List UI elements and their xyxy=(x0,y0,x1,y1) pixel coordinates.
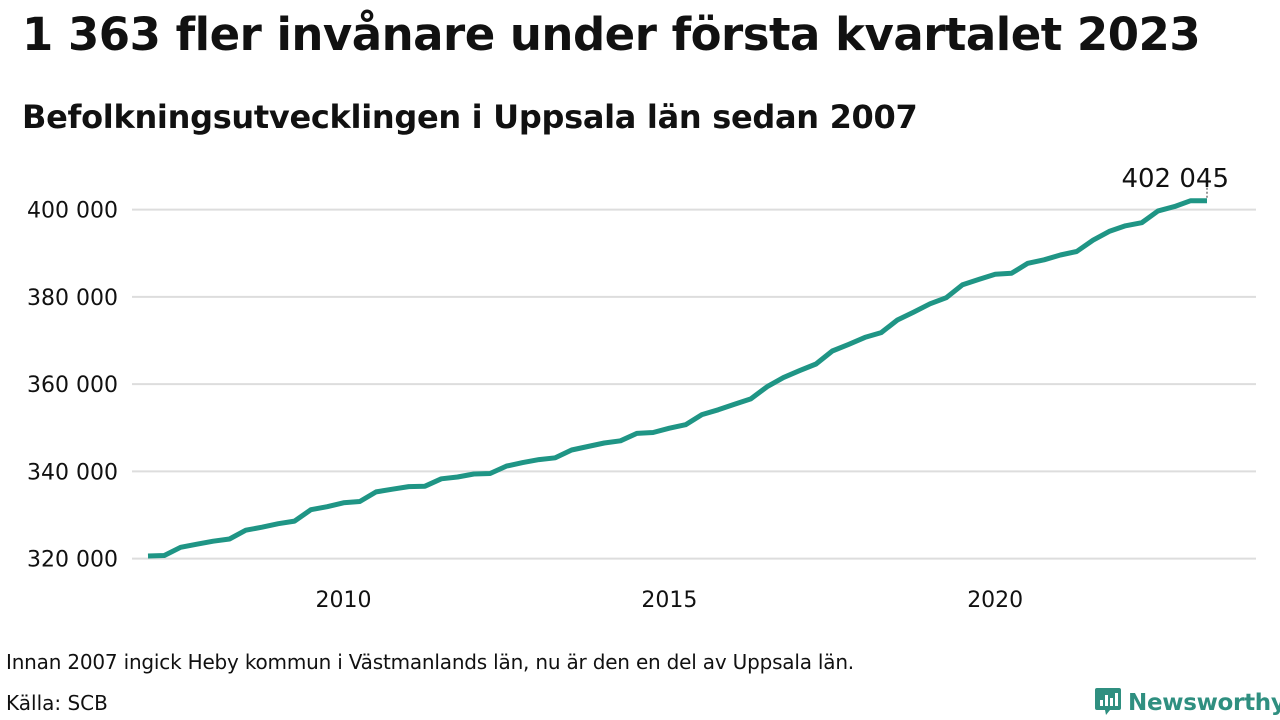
brand-name: Newsworthy xyxy=(1128,690,1280,716)
footnote: Innan 2007 ingick Heby kommun i Västmanl… xyxy=(6,650,854,674)
y-tick-label: 340 000 xyxy=(27,460,118,485)
y-tick-label: 380 000 xyxy=(27,286,118,311)
x-tick-label: 2010 xyxy=(316,588,372,613)
chart-subtitle: Befolkningsutvecklingen i Uppsala län se… xyxy=(22,98,918,136)
brand-logo: Newsworthy xyxy=(1094,686,1280,720)
end-value-label: 402 045 xyxy=(1121,164,1229,194)
chart-title: 1 363 fler invånare under första kvartal… xyxy=(22,8,1201,61)
y-tick-label: 360 000 xyxy=(27,373,118,398)
bar-chart-speech-bubble-icon xyxy=(1094,686,1122,720)
x-tick-label: 2015 xyxy=(641,588,697,613)
x-tick-label: 2020 xyxy=(967,588,1023,613)
source-label: Källa: SCB xyxy=(6,691,108,715)
y-tick-label: 320 000 xyxy=(27,548,118,573)
population-series-line xyxy=(147,198,1207,559)
line-chart: 320 000 340 000 360 000 380 000 400 000 2010 2… xyxy=(27,164,1256,613)
y-tick-label: 400 000 xyxy=(27,199,118,224)
